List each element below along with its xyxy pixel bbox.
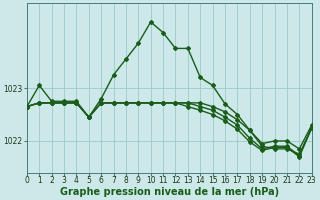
X-axis label: Graphe pression niveau de la mer (hPa): Graphe pression niveau de la mer (hPa) bbox=[60, 187, 279, 197]
